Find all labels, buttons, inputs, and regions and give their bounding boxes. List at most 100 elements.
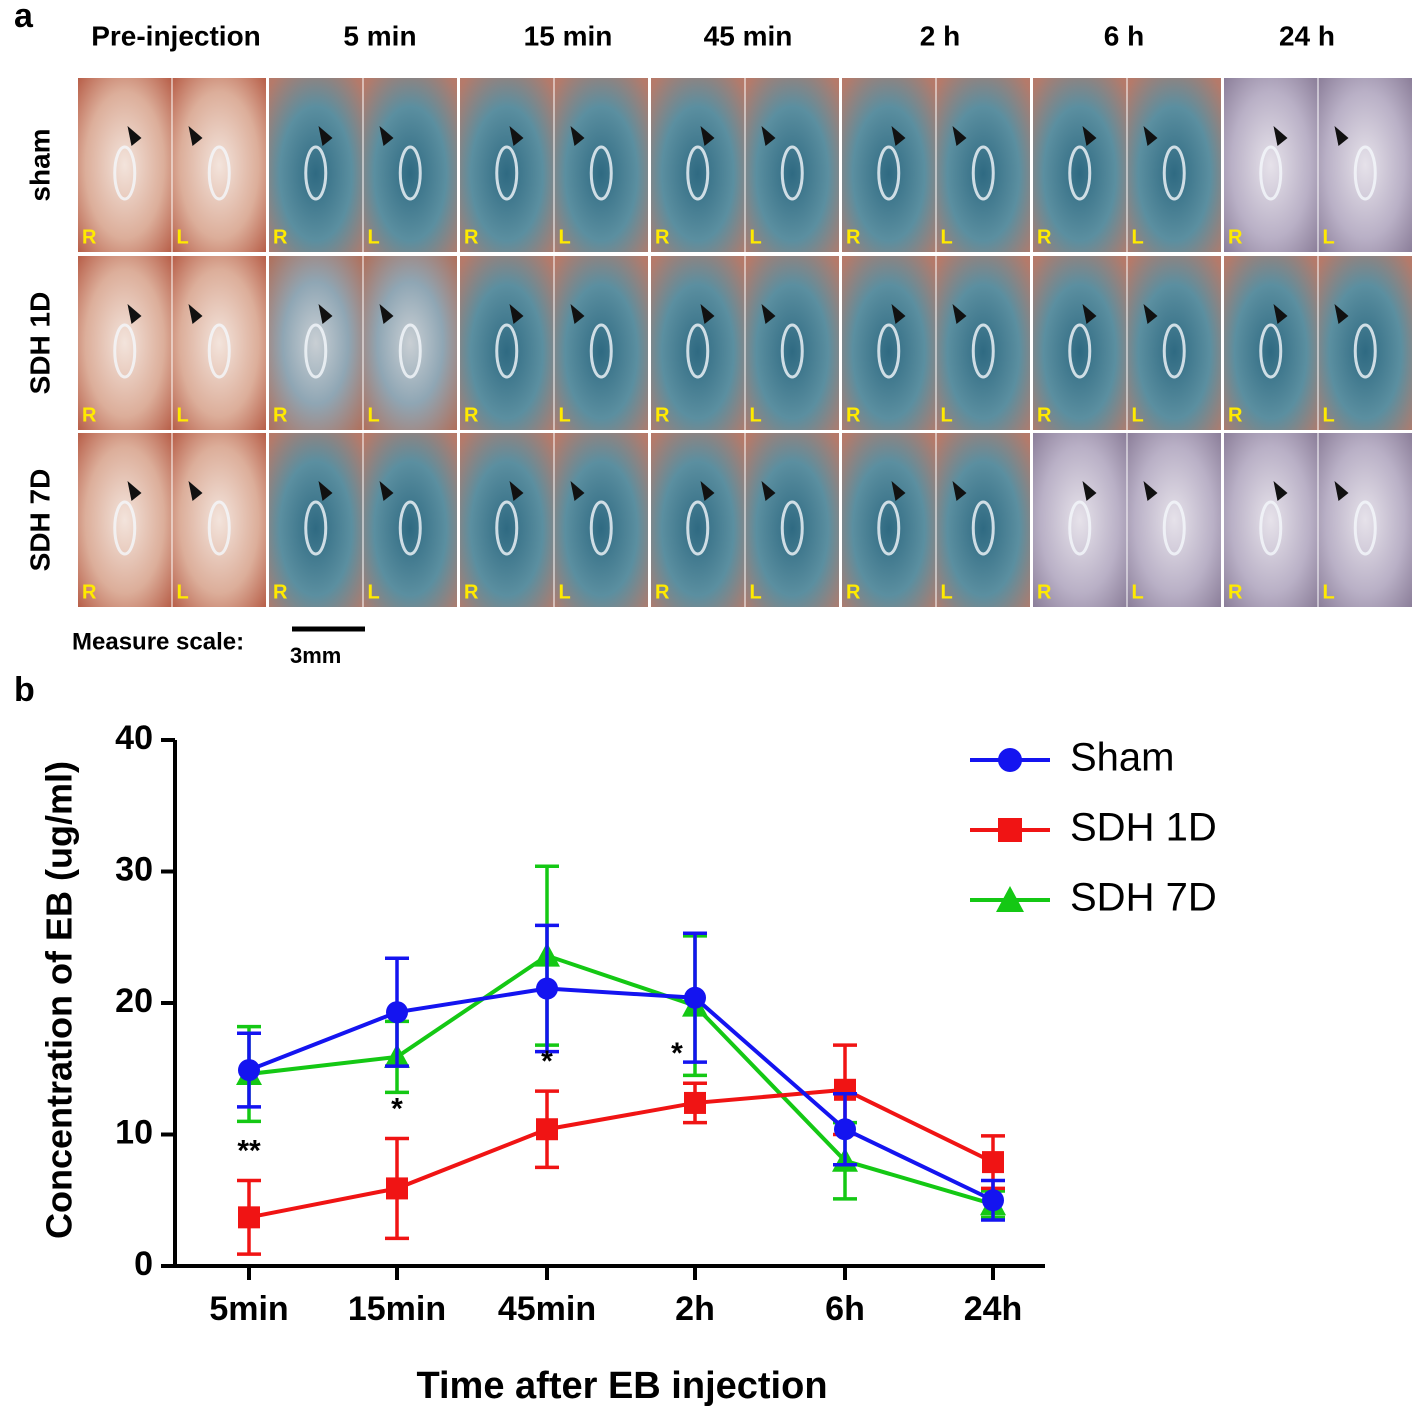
photo-highlight <box>1259 145 1283 201</box>
arrowhead <box>891 481 906 501</box>
side-label: R <box>1228 404 1243 426</box>
data-point <box>386 1177 408 1200</box>
arrowhead <box>188 481 203 501</box>
arrowhead <box>188 126 203 146</box>
photo <box>745 78 839 252</box>
photo <box>1127 256 1221 430</box>
legend-marker <box>998 818 1022 842</box>
arrowhead <box>1143 304 1158 324</box>
arrowhead <box>891 126 906 146</box>
photo-highlight <box>971 145 995 201</box>
data-point <box>982 1151 1004 1174</box>
photo <box>936 256 1030 430</box>
photo <box>1318 78 1412 252</box>
arrowhead <box>318 481 333 501</box>
photo <box>172 433 266 607</box>
photo <box>554 256 648 430</box>
side-label: L <box>941 226 953 248</box>
photo <box>363 256 457 430</box>
arrowhead <box>318 126 333 146</box>
scale-label: Measure scale: <box>72 628 244 655</box>
arrowhead <box>1082 304 1097 324</box>
side-label: L <box>559 581 571 603</box>
photo-highlight <box>113 500 137 556</box>
legend-label: Sham <box>1070 736 1175 780</box>
photo <box>745 256 839 430</box>
photo-highlight <box>1068 145 1092 201</box>
photo-highlight <box>398 500 422 556</box>
side-label: R <box>846 404 861 426</box>
arrowhead <box>318 304 333 324</box>
side-label: L <box>750 404 762 426</box>
side-label: R <box>82 581 97 603</box>
photo-highlight <box>877 145 901 201</box>
significance: * <box>391 1092 403 1125</box>
data-point <box>536 1118 558 1141</box>
side-label: R <box>1228 226 1243 248</box>
side-label: R <box>846 581 861 603</box>
photo-highlight <box>971 323 995 379</box>
photo-highlight <box>1353 145 1377 201</box>
side-label: L <box>1323 226 1335 248</box>
photo <box>172 256 266 430</box>
side-label: R <box>1037 404 1052 426</box>
x-axis-title: Time after EB injection <box>416 1365 827 1407</box>
arrowhead <box>570 126 585 146</box>
arrowhead <box>509 481 524 501</box>
photo <box>554 78 648 252</box>
photo-highlight <box>589 323 613 379</box>
photo-highlight <box>1353 500 1377 556</box>
photo <box>745 433 839 607</box>
photo-highlight <box>780 145 804 201</box>
photo <box>460 433 554 607</box>
photo <box>651 256 745 430</box>
side-label: L <box>368 226 380 248</box>
arrowhead <box>379 126 394 146</box>
side-label: R <box>655 404 670 426</box>
photo <box>936 78 1030 252</box>
data-point <box>684 986 706 1009</box>
data-point <box>238 1206 260 1229</box>
photo <box>460 256 554 430</box>
column-label: 24 h <box>1279 20 1335 51</box>
photo-highlight <box>686 500 710 556</box>
column-label: 5 min <box>343 20 416 51</box>
x-tick-label: 24h <box>964 1290 1023 1328</box>
side-label: L <box>1132 581 1144 603</box>
side-label: R <box>1228 581 1243 603</box>
arrowhead <box>127 481 142 501</box>
side-label: L <box>559 404 571 426</box>
side-label: L <box>177 404 189 426</box>
data-point <box>386 1001 408 1024</box>
arrowhead <box>1143 481 1158 501</box>
photo <box>78 78 172 252</box>
side-label: L <box>1323 581 1335 603</box>
photo-highlight <box>207 500 231 556</box>
data-point <box>536 977 558 1000</box>
photo <box>1224 433 1318 607</box>
photo-highlight <box>495 323 519 379</box>
side-label: L <box>177 226 189 248</box>
series-line <box>248 986 994 1203</box>
photo-highlight <box>304 145 328 201</box>
row-label: SDH 1D <box>24 292 55 395</box>
arrowhead <box>700 126 715 146</box>
x-tick-label: 45min <box>498 1290 596 1328</box>
arrowhead <box>761 126 776 146</box>
photo-highlight <box>589 500 613 556</box>
side-label: L <box>177 581 189 603</box>
photo <box>269 433 363 607</box>
photo-highlight <box>686 323 710 379</box>
arrowhead <box>1273 304 1288 324</box>
photo-highlight <box>113 145 137 201</box>
side-label: R <box>82 404 97 426</box>
photo <box>842 256 936 430</box>
photo-highlight <box>1162 500 1186 556</box>
side-label: L <box>368 581 380 603</box>
arrowhead <box>379 481 394 501</box>
side-label: R <box>846 226 861 248</box>
arrowhead <box>700 481 715 501</box>
photo-highlight <box>207 323 231 379</box>
photo-highlight <box>495 500 519 556</box>
